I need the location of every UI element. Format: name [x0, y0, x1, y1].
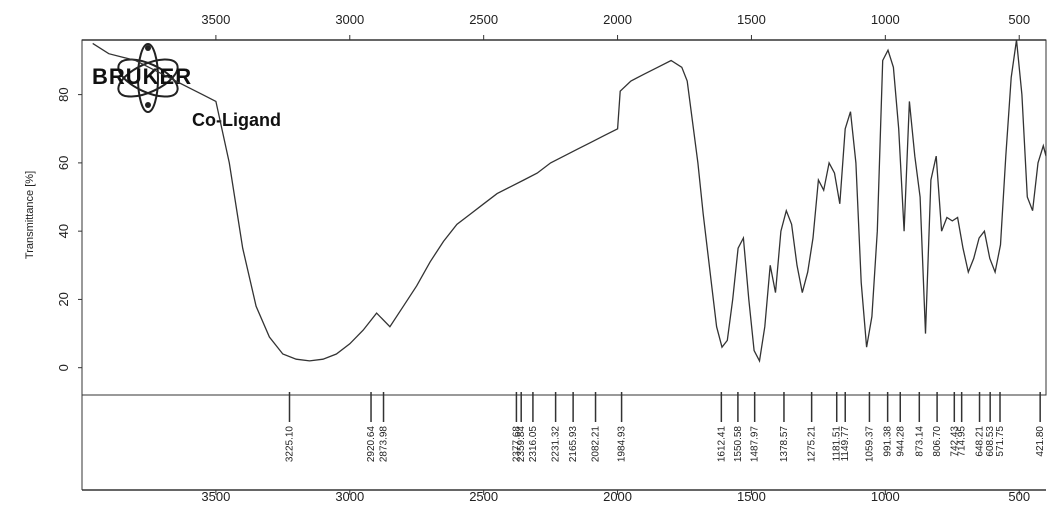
- peak-label: 2920.64: [366, 426, 377, 463]
- top-tick-label: 2500: [469, 12, 498, 27]
- logo-text: BRUKER: [92, 64, 192, 89]
- logo-orbit-3: [137, 43, 159, 113]
- top-x-ticks: 3500 3000 2500 2000 1500 1000 500: [201, 12, 1030, 40]
- sample-label: Co-Ligand: [192, 110, 281, 130]
- bruker-logo: BRUKER: [92, 43, 192, 113]
- peak-label: 806.70: [932, 426, 943, 457]
- bottom-tick-label: 2000: [603, 489, 632, 504]
- peak-label: 2377.68: [511, 426, 522, 463]
- y-tick-label: 60: [56, 156, 71, 170]
- peak-label: 2316.05: [528, 426, 539, 463]
- bottom-tick-label: 2500: [469, 489, 498, 504]
- peak-label: 648.21: [975, 426, 986, 457]
- peak-label: 2165.93: [568, 426, 579, 463]
- bottom-tick-label: 3500: [201, 489, 230, 504]
- series-line-spectrum: [92, 39, 1047, 363]
- peak-label: 742.43: [949, 426, 960, 457]
- peak-label: 1612.41: [716, 426, 727, 463]
- y-ticks: 0 20 40 60 80: [56, 87, 82, 371]
- y-tick-label: 0: [56, 364, 71, 371]
- bottom-tick-label: 500: [1008, 489, 1030, 504]
- peak-label: 2082.21: [591, 426, 602, 463]
- peak-label: 1181.51: [832, 426, 843, 462]
- peak-label: 1984.93: [617, 426, 628, 463]
- peak-label: 873.14: [914, 426, 925, 457]
- top-tick-label: 500: [1008, 12, 1030, 27]
- top-tick-label: 3000: [335, 12, 364, 27]
- peak-label: 3225.10: [285, 426, 296, 463]
- peak-label: 571.75: [995, 426, 1006, 457]
- peak-label: 714.95: [957, 426, 968, 457]
- logo-electron-2: [145, 102, 151, 108]
- top-tick-label: 1500: [737, 12, 766, 27]
- y-axis-label: Transmittance [%]: [24, 171, 36, 259]
- y-tick-label: 80: [56, 87, 71, 101]
- top-tick-label: 2000: [603, 12, 632, 27]
- plot-frame: [81, 39, 1047, 396]
- y-tick-label: 20: [56, 292, 71, 306]
- peak-label: 1149.77: [840, 426, 851, 462]
- bottom-tick-label: 3000: [335, 489, 364, 504]
- peak-label: 1275.21: [807, 426, 818, 463]
- top-tick-label: 3500: [201, 12, 230, 27]
- peak-label: 608.53: [985, 426, 996, 457]
- top-tick-label: 1000: [871, 12, 900, 27]
- bottom-tick-label: 1500: [737, 489, 766, 504]
- peak-label: 1487.97: [750, 426, 761, 463]
- y-tick-label: 40: [56, 224, 71, 238]
- peak-label: 991.38: [883, 426, 894, 457]
- peak-label: 421.80: [1035, 426, 1046, 457]
- bottom-x-ticks: 3500 3000 2500 2000 1500 1000 500: [201, 489, 1030, 504]
- logo-electron-1: [145, 45, 151, 51]
- peak-label: 2359.84: [516, 426, 527, 463]
- peak-label: 1378.57: [779, 426, 790, 463]
- peak-label: 1059.37: [864, 426, 875, 463]
- logo-orbit-2: [117, 58, 179, 98]
- bottom-tick-label: 1000: [871, 489, 900, 504]
- peak-label: 2231.32: [551, 426, 562, 463]
- peak-label: 944.28: [895, 426, 906, 457]
- peak-label: 2873.98: [379, 426, 390, 463]
- logo-orbit-1: [117, 58, 179, 98]
- peak-label: 1550.58: [733, 426, 744, 463]
